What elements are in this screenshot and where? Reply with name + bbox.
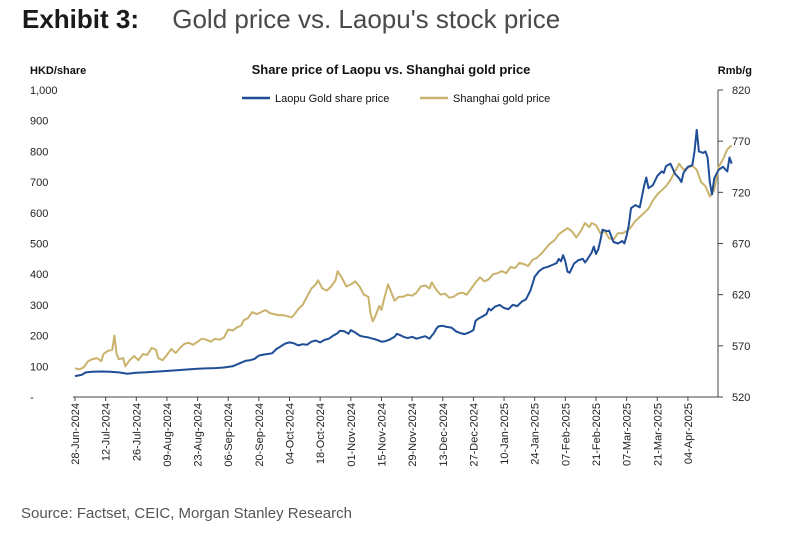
x-tick-label: 04-Apr-2025: [683, 403, 695, 464]
y-left-axis-label: HKD/share: [30, 65, 86, 77]
source-note: Source: Factset, CEIC, Morgan Stanley Re…: [21, 505, 352, 522]
x-tick-label: 29-Nov-2024: [407, 403, 419, 467]
x-tick-label: 07-Mar-2025: [622, 403, 634, 466]
x-tick-label: 12-Jul-2024: [101, 403, 113, 461]
legend-label-laopu: Laopu Gold share price: [275, 93, 389, 105]
y-left-tick-label: -: [30, 392, 34, 404]
chart-title: Share price of Laopu vs. Shanghai gold p…: [252, 62, 531, 77]
y-left-tick-label: 700: [30, 177, 48, 189]
y-left-tick-label: 300: [30, 300, 48, 312]
x-tick-label: 24-Jan-2025: [530, 403, 542, 465]
y-left-tick-label: 600: [30, 208, 48, 220]
x-tick-label: 04-Oct-2024: [285, 403, 297, 464]
x-ticks: 28-Jun-2024 12-Jul-2024 26-Jul-2024 09-Aug-…: [70, 397, 695, 467]
y-left-tick-label: 500: [30, 239, 48, 251]
legend: Laopu Gold share price Shanghai gold pri…: [242, 93, 550, 105]
x-tick-label: 09-Aug-2024: [162, 403, 174, 467]
y-right-tick-label: 520: [732, 392, 750, 404]
y-left-tick-label: 900: [30, 116, 48, 128]
y-right-tick-label: 670: [732, 239, 750, 251]
y-right-tick-label: 770: [732, 136, 750, 148]
x-tick-label: 10-Jan-2025: [499, 403, 511, 465]
legend-label-gold: Shanghai gold price: [453, 93, 550, 105]
y-right-axis-label: Rmb/g: [718, 65, 752, 77]
x-tick-label: 21-Feb-2025: [591, 403, 603, 466]
x-tick-label: 26-Jul-2024: [131, 403, 143, 461]
y-left-tick-label: 100: [30, 361, 48, 373]
x-tick-label: 06-Sep-2024: [223, 403, 235, 467]
y-left-tick-label: 200: [30, 331, 48, 343]
x-tick-label: 15-Nov-2024: [376, 403, 388, 467]
exhibit-title: Gold price vs. Laopu's stock price: [172, 4, 561, 34]
x-tick-label: 21-Mar-2025: [652, 403, 664, 466]
exhibit-heading: Exhibit 3: Gold price vs. Laopu's stock …: [22, 4, 560, 35]
x-tick-label: 01-Nov-2024: [346, 403, 358, 467]
series-line-shanghai-gold: [74, 144, 733, 371]
x-tick-label: 27-Dec-2024: [468, 403, 480, 467]
x-tick-label: 23-Aug-2024: [193, 403, 205, 467]
chart: Share price of Laopu vs. Shanghai gold p…: [30, 62, 752, 467]
x-tick-label: 28-Jun-2024: [70, 403, 82, 465]
x-tick-label: 13-Dec-2024: [438, 403, 450, 467]
y-left-tick-label: 400: [30, 269, 48, 281]
y-left-ticks: - 100 200 300 400 500 600 700 800 900 1,000: [30, 85, 58, 404]
y-left-tick-label: 800: [30, 146, 48, 158]
x-tick-label: 18-Oct-2024: [315, 403, 327, 464]
y-right-ticks: 520 570 620 670 720 770 820: [718, 85, 750, 404]
y-right-tick-label: 720: [732, 187, 750, 199]
exhibit-label: Exhibit 3:: [22, 4, 140, 34]
y-left-tick-label: 1,000: [30, 85, 58, 97]
y-right-tick-label: 820: [732, 85, 750, 97]
x-tick-label: 07-Feb-2025: [560, 403, 572, 466]
x-tick-label: 20-Sep-2024: [254, 403, 266, 467]
y-right-tick-label: 620: [732, 290, 750, 302]
y-right-tick-label: 570: [732, 341, 750, 353]
series-line-laopu-gold: [74, 128, 733, 378]
